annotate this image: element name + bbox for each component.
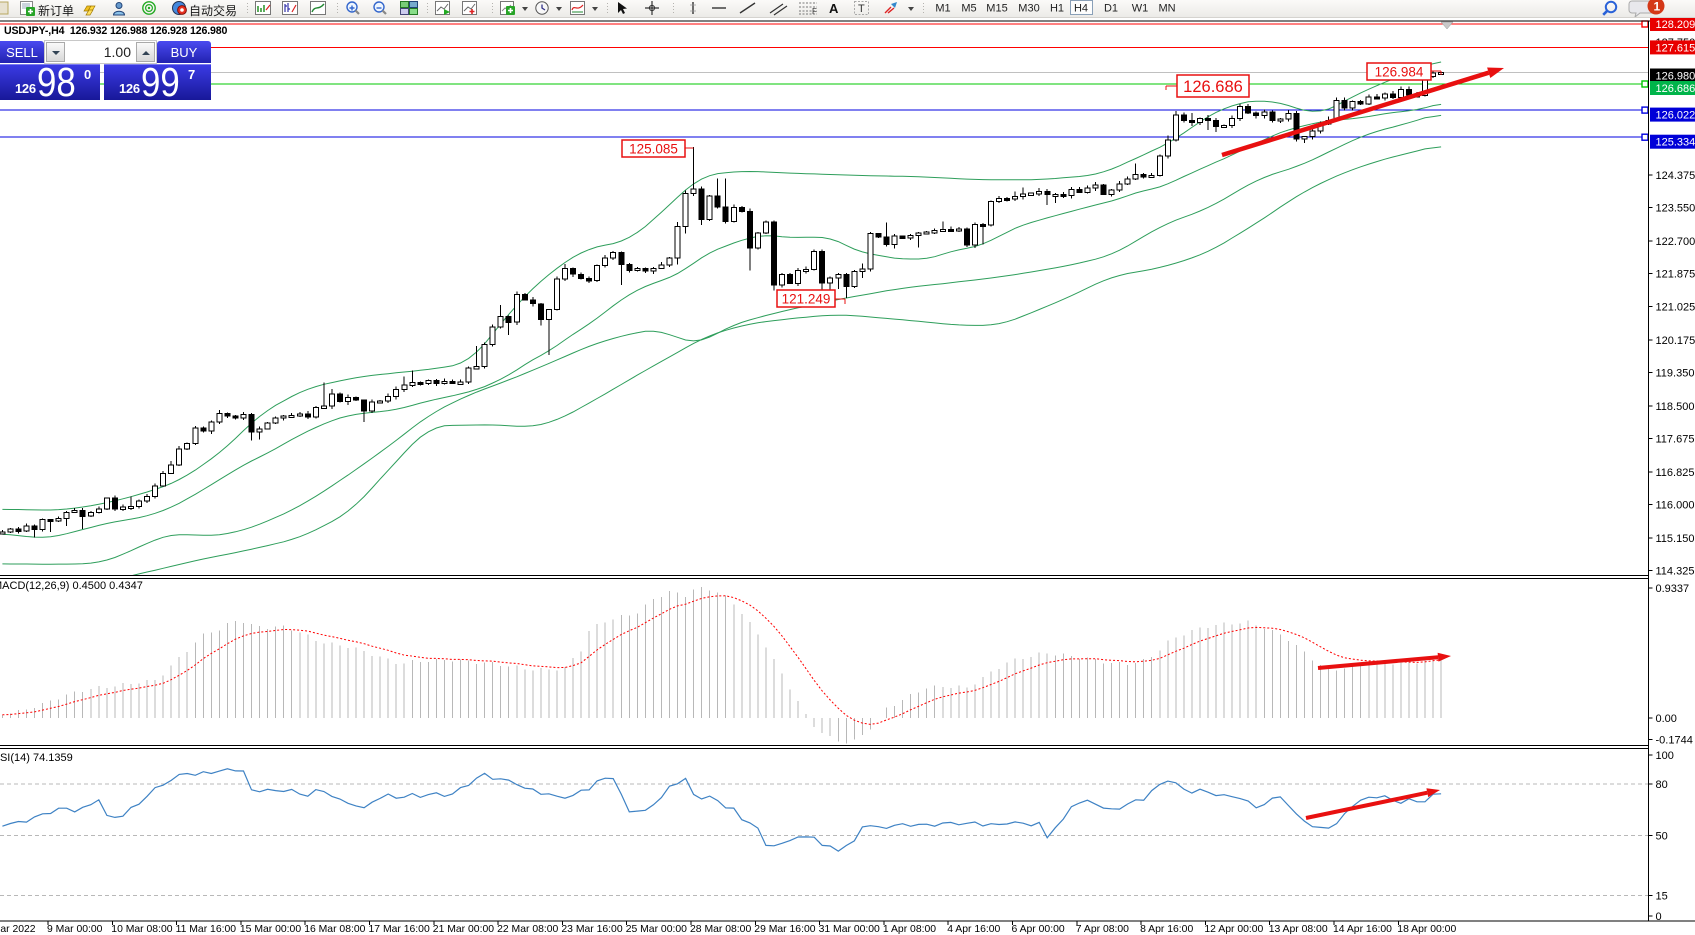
svg-text:M1: M1 xyxy=(935,3,950,15)
svg-text:50: 50 xyxy=(1656,831,1668,843)
svg-text:123.550: 123.550 xyxy=(1656,202,1695,214)
svg-text:MACD(12,26,9) 0.4500 0.4347: MACD(12,26,9) 0.4500 0.4347 xyxy=(0,580,143,592)
svg-text:116.825: 116.825 xyxy=(1656,467,1695,479)
svg-text:4 Apr 16:00: 4 Apr 16:00 xyxy=(947,924,1000,935)
svg-text:114.325: 114.325 xyxy=(1656,565,1695,577)
svg-text:29 Mar 16:00: 29 Mar 16:00 xyxy=(754,924,815,935)
svg-text:25 Mar 00:00: 25 Mar 00:00 xyxy=(626,924,687,935)
svg-text:126.686: 126.686 xyxy=(1183,78,1243,96)
svg-text:120.175: 120.175 xyxy=(1656,335,1695,347)
svg-text:T: T xyxy=(858,3,865,15)
svg-text:126.984: 126.984 xyxy=(1375,64,1424,79)
svg-text:23 Mar 16:00: 23 Mar 16:00 xyxy=(561,924,622,935)
svg-text:-0.1744: -0.1744 xyxy=(1656,735,1693,747)
svg-text:15: 15 xyxy=(1656,890,1668,902)
svg-text:USDJPY-,H4 126.932 126.988 12: USDJPY-,H4 126.932 126.988 126.928 126.9… xyxy=(4,25,228,37)
svg-text:22 Mar 08:00: 22 Mar 08:00 xyxy=(497,924,558,935)
svg-text:31 Mar 00:00: 31 Mar 00:00 xyxy=(819,924,880,935)
svg-text:14 Apr 16:00: 14 Apr 16:00 xyxy=(1333,924,1392,935)
svg-text:H1: H1 xyxy=(1050,3,1064,15)
svg-text:1 Apr 08:00: 1 Apr 08:00 xyxy=(883,924,936,935)
svg-text:17 Mar 16:00: 17 Mar 16:00 xyxy=(369,924,430,935)
svg-text:6 Apr 00:00: 6 Apr 00:00 xyxy=(1012,924,1065,935)
svg-text:7 Apr 08:00: 7 Apr 08:00 xyxy=(1076,924,1129,935)
svg-text:122.700: 122.700 xyxy=(1656,236,1695,248)
svg-text:128.209: 128.209 xyxy=(1656,19,1695,31)
svg-text:15 Mar 00:00: 15 Mar 00:00 xyxy=(240,924,301,935)
svg-text:16 Mar 08:00: 16 Mar 08:00 xyxy=(304,924,365,935)
svg-text:21 Mar 00:00: 21 Mar 00:00 xyxy=(433,924,494,935)
svg-text:0: 0 xyxy=(1656,911,1662,923)
svg-text:125.334: 125.334 xyxy=(1656,137,1695,149)
svg-text:8 Apr 16:00: 8 Apr 16:00 xyxy=(1140,924,1193,935)
svg-text:126.022: 126.022 xyxy=(1656,110,1695,122)
svg-text:H4: H4 xyxy=(1074,3,1088,15)
svg-text:10 Mar 08:00: 10 Mar 08:00 xyxy=(111,924,172,935)
svg-text:126.686: 126.686 xyxy=(1656,83,1695,95)
svg-text:126.980: 126.980 xyxy=(1656,71,1695,83)
svg-text:127.615: 127.615 xyxy=(1656,42,1695,54)
svg-text:12 Apr 00:00: 12 Apr 00:00 xyxy=(1204,924,1263,935)
svg-text:1: 1 xyxy=(1654,0,1661,14)
svg-text:124.375: 124.375 xyxy=(1656,170,1695,182)
svg-text:M30: M30 xyxy=(1018,3,1039,15)
svg-text:121.249: 121.249 xyxy=(782,291,831,306)
svg-text:F: F xyxy=(812,7,817,16)
svg-text:121.025: 121.025 xyxy=(1656,302,1695,314)
svg-text:18 Apr 00:00: 18 Apr 00:00 xyxy=(1397,924,1456,935)
svg-text:M15: M15 xyxy=(986,3,1007,15)
svg-text:RSI(14) 74.1359: RSI(14) 74.1359 xyxy=(0,752,73,764)
svg-text:D1: D1 xyxy=(1104,3,1118,15)
svg-text:28 Mar 08:00: 28 Mar 08:00 xyxy=(690,924,751,935)
svg-text:A: A xyxy=(829,1,839,16)
svg-text:121.875: 121.875 xyxy=(1656,268,1695,280)
svg-text:116.000: 116.000 xyxy=(1656,500,1695,512)
svg-text:0.00: 0.00 xyxy=(1656,713,1677,725)
svg-text:125.085: 125.085 xyxy=(629,141,678,156)
svg-text:9 Mar 00:00: 9 Mar 00:00 xyxy=(47,924,103,935)
svg-text:11 Mar 16:00: 11 Mar 16:00 xyxy=(176,924,237,935)
svg-text:M5: M5 xyxy=(961,3,976,15)
svg-text:80: 80 xyxy=(1656,779,1668,791)
svg-text:119.350: 119.350 xyxy=(1656,368,1695,380)
svg-text:118.500: 118.500 xyxy=(1656,401,1695,413)
svg-text:8 Mar 2022: 8 Mar 2022 xyxy=(0,924,36,935)
svg-text:117.675: 117.675 xyxy=(1656,434,1695,446)
svg-text:0.9337: 0.9337 xyxy=(1656,583,1690,595)
svg-text:100: 100 xyxy=(1656,750,1674,762)
svg-text:13 Apr 08:00: 13 Apr 08:00 xyxy=(1269,924,1328,935)
svg-text:W1: W1 xyxy=(1132,3,1149,15)
svg-text:MN: MN xyxy=(1158,3,1175,15)
svg-text:115.150: 115.150 xyxy=(1656,533,1695,545)
